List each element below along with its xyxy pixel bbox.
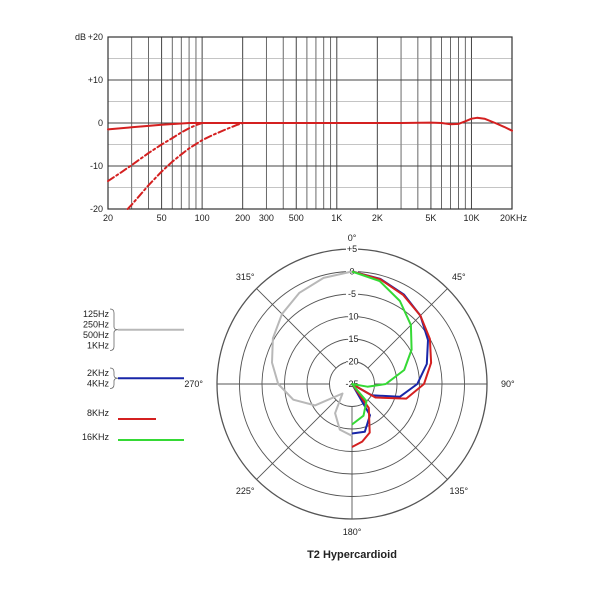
polar-spoke: [367, 288, 448, 369]
polar-pattern-chart: +50-5-10-15-20-250°45°90°135°180°225°270…: [82, 233, 515, 561]
polar-grid: [216, 245, 488, 520]
x-tick-label: 20KHz: [500, 213, 528, 223]
legend-label: 500Hz: [83, 330, 110, 340]
x-tick-label: 5K: [425, 213, 436, 223]
x-tick-label: 10K: [463, 213, 479, 223]
angle-label: 180°: [343, 527, 362, 537]
legend-label: 2KHz: [87, 368, 110, 378]
series-group: [107, 116, 513, 210]
legend-label: 1KHz: [87, 341, 110, 351]
polar-curve-3: [351, 270, 433, 448]
x-tick-label: 20: [103, 213, 113, 223]
polar-curve-1: [271, 270, 353, 437]
response-curve-2: [107, 122, 244, 183]
x-tick-label: 1K: [331, 213, 342, 223]
radial-tick-label: -15: [345, 334, 358, 344]
radial-tick-label: -10: [345, 312, 358, 322]
x-tick-label: 300: [259, 213, 274, 223]
polar-curve-2: [351, 270, 429, 435]
angle-label: 225°: [236, 486, 255, 496]
legend-label: 16KHz: [82, 432, 110, 442]
chart-title: T2 Hypercardioid: [307, 549, 397, 561]
angle-label: 270°: [184, 379, 203, 389]
polar-spoke: [367, 399, 448, 480]
radial-tick-label: -5: [348, 289, 356, 299]
x-tick-label: 500: [289, 213, 304, 223]
angle-label: 315°: [236, 272, 255, 282]
y-tick-label: +10: [88, 75, 103, 85]
legend-label: 8KHz: [87, 408, 110, 418]
y-unit-label: dB: [75, 32, 86, 42]
radial-tick-label: -20: [345, 357, 358, 367]
radial-tick-label: +5: [347, 244, 357, 254]
legend-label: 125Hz: [83, 309, 110, 319]
legend-label: 250Hz: [83, 320, 110, 330]
y-tick-label: -10: [90, 161, 103, 171]
angle-label: 45°: [452, 272, 466, 282]
legend-bracket: [109, 308, 119, 351]
x-tick-label: 2K: [372, 213, 383, 223]
response-curve-3: [126, 122, 268, 210]
x-tick-label: 50: [157, 213, 167, 223]
response-curve-1: [107, 116, 513, 132]
y-tick-label: +20: [88, 32, 103, 42]
polar-series-group: [271, 270, 433, 448]
y-tick-label: 0: [98, 118, 103, 128]
legend-label: 4KHz: [87, 379, 110, 389]
angle-label: 135°: [449, 486, 468, 496]
angle-label: 0°: [348, 233, 357, 243]
label-gap: [346, 245, 358, 366]
polar-curve-4: [351, 270, 413, 426]
x-tick-label: 100: [195, 213, 210, 223]
legend-bracket: [109, 367, 119, 389]
plot-frame: [107, 36, 513, 210]
y-tick-label: -20: [90, 204, 103, 214]
x-tick-label: 200: [235, 213, 250, 223]
polar-spoke: [256, 399, 337, 480]
angle-label: 90°: [501, 379, 515, 389]
polar-spoke: [256, 288, 337, 369]
